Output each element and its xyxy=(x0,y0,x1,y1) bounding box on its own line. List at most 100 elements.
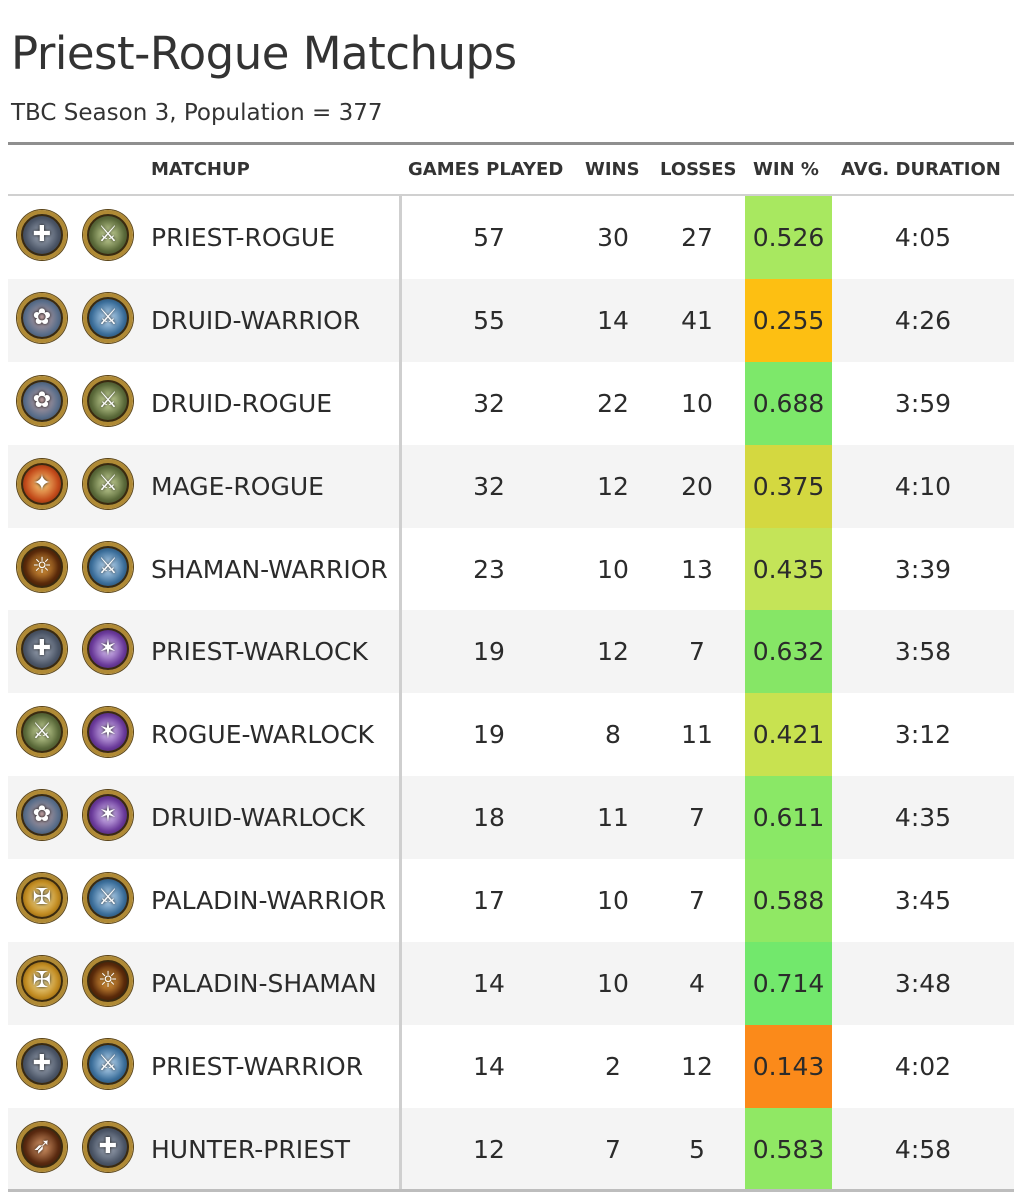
bottom-rule xyxy=(8,1189,1014,1192)
header-wins[interactable]: WINS xyxy=(585,159,640,180)
warrior-icon: ⚔ xyxy=(83,292,133,343)
win-pct-value: 0.421 xyxy=(745,693,832,777)
games-played-value: 12 xyxy=(473,1134,505,1164)
matchup-label: DRUID-WARLOCK xyxy=(151,803,365,833)
losses-value: 20 xyxy=(681,471,713,501)
games-played-value: 14 xyxy=(473,968,505,998)
header-rule xyxy=(8,194,1014,196)
shaman-icon: ☼ xyxy=(83,956,133,1007)
table-row[interactable]: ✿ ✶ DRUID-WARLOCK 18 11 7 0.611 4:35 xyxy=(8,776,1014,860)
druid-icon: ✿ xyxy=(17,790,67,841)
page-title: Priest-Rogue Matchups xyxy=(11,27,517,80)
table-row[interactable]: ✠ ☼ PALADIN-SHAMAN 14 10 4 0.714 3:48 xyxy=(8,942,1014,1025)
matchup-label: PRIEST-ROGUE xyxy=(151,222,335,252)
table-row[interactable]: ⚔ ✶ ROGUE-WARLOCK 19 8 11 0.421 3:12 xyxy=(8,693,1014,777)
header-avg-duration[interactable]: AVG. DURATION xyxy=(841,159,1001,180)
wins-value: 10 xyxy=(597,886,629,916)
losses-value: 7 xyxy=(689,637,705,667)
druid-icon: ✿ xyxy=(17,375,67,426)
table-row[interactable]: ✠ ⚔ PALADIN-WARRIOR 17 10 7 0.588 3:45 xyxy=(8,859,1014,943)
avg-duration-value: 3:39 xyxy=(894,554,952,584)
win-pct-value: 0.611 xyxy=(745,776,832,860)
wins-value: 22 xyxy=(597,388,629,418)
matchup-label: ROGUE-WARLOCK xyxy=(151,720,374,750)
matchup-label: MAGE-ROGUE xyxy=(151,471,324,501)
paladin-icon: ✠ xyxy=(17,873,67,924)
matchup-label: PALADIN-WARRIOR xyxy=(151,886,387,916)
header-win-pct[interactable]: WIN % xyxy=(753,159,819,180)
table-header: MATCHUP GAMES PLAYED WINS LOSSES WIN % A… xyxy=(8,145,1014,195)
table-row[interactable]: ✚ ⚔ PRIEST-ROGUE 57 30 27 0.526 4:05 xyxy=(8,196,1014,279)
losses-value: 41 xyxy=(681,305,713,335)
wins-value: 2 xyxy=(605,1051,621,1081)
table-row[interactable]: ✿ ⚔ DRUID-WARRIOR 55 14 41 0.255 4:26 xyxy=(8,278,1014,362)
warlock-icon: ✶ xyxy=(83,624,133,675)
warrior-icon: ⚔ xyxy=(83,1038,133,1089)
wins-value: 8 xyxy=(605,720,621,750)
table-row[interactable]: ✚ ⚔ PRIEST-WARRIOR 14 2 12 0.143 4:02 xyxy=(8,1024,1014,1108)
matchup-label: HUNTER-PRIEST xyxy=(151,1134,350,1164)
priest-icon: ✚ xyxy=(17,1038,67,1089)
avg-duration-value: 4:05 xyxy=(894,222,952,252)
games-played-value: 57 xyxy=(473,222,505,252)
header-matchup[interactable]: MATCHUP xyxy=(151,159,250,180)
win-pct-value: 0.632 xyxy=(745,610,832,694)
wins-value: 30 xyxy=(597,222,629,252)
table-row[interactable]: ✦ ⚔ MAGE-ROGUE 32 12 20 0.375 4:10 xyxy=(8,444,1014,528)
wins-value: 12 xyxy=(597,637,629,667)
header-losses[interactable]: LOSSES xyxy=(660,159,737,180)
losses-value: 5 xyxy=(689,1134,705,1164)
losses-value: 27 xyxy=(681,222,713,252)
losses-value: 7 xyxy=(689,803,705,833)
avg-duration-value: 3:59 xyxy=(894,388,952,418)
priest-icon: ✚ xyxy=(17,624,67,675)
games-played-value: 14 xyxy=(473,1051,505,1081)
rogue-icon: ⚔ xyxy=(83,210,133,260)
win-pct-value: 0.688 xyxy=(745,361,832,445)
priest-icon: ✚ xyxy=(83,1121,133,1172)
wins-value: 14 xyxy=(597,305,629,335)
avg-duration-value: 4:26 xyxy=(894,305,952,335)
warlock-icon: ✶ xyxy=(83,790,133,841)
games-played-value: 17 xyxy=(473,886,505,916)
losses-value: 10 xyxy=(681,388,713,418)
win-pct-value: 0.714 xyxy=(745,942,832,1025)
matchup-label: PALADIN-SHAMAN xyxy=(151,968,377,998)
rogue-icon: ⚔ xyxy=(83,458,133,509)
page-subtitle: TBC Season 3, Population = 377 xyxy=(11,100,383,126)
avg-duration-value: 4:10 xyxy=(894,471,952,501)
losses-value: 7 xyxy=(689,886,705,916)
avg-duration-value: 4:02 xyxy=(894,1051,952,1081)
games-played-value: 19 xyxy=(473,637,505,667)
hunter-icon: ➶ xyxy=(17,1121,67,1172)
wins-value: 7 xyxy=(605,1134,621,1164)
avg-duration-value: 4:35 xyxy=(894,803,952,833)
losses-value: 4 xyxy=(689,968,705,998)
wins-value: 10 xyxy=(597,554,629,584)
win-pct-value: 0.375 xyxy=(745,444,832,528)
wins-value: 12 xyxy=(597,471,629,501)
table-row[interactable]: ☼ ⚔ SHAMAN-WARRIOR 23 10 13 0.435 3:39 xyxy=(8,527,1014,611)
games-played-value: 18 xyxy=(473,803,505,833)
matchup-label: PRIEST-WARRIOR xyxy=(151,1051,364,1081)
avg-duration-value: 3:48 xyxy=(894,968,952,998)
header-games-played[interactable]: GAMES PLAYED xyxy=(408,159,564,180)
avg-duration-value: 3:12 xyxy=(894,720,952,750)
win-pct-value: 0.435 xyxy=(745,527,832,611)
druid-icon: ✿ xyxy=(17,292,67,343)
games-played-value: 32 xyxy=(473,471,505,501)
column-divider xyxy=(399,196,402,1189)
games-played-value: 19 xyxy=(473,720,505,750)
losses-value: 13 xyxy=(681,554,713,584)
warrior-icon: ⚔ xyxy=(83,541,133,592)
win-pct-value: 0.588 xyxy=(745,859,832,943)
paladin-icon: ✠ xyxy=(17,956,67,1007)
avg-duration-value: 3:58 xyxy=(894,637,952,667)
table-row[interactable]: ✚ ✶ PRIEST-WARLOCK 19 12 7 0.632 3:58 xyxy=(8,610,1014,694)
games-played-value: 55 xyxy=(473,305,505,335)
warrior-icon: ⚔ xyxy=(83,873,133,924)
mage-icon: ✦ xyxy=(17,458,67,509)
table-row[interactable]: ➶ ✚ HUNTER-PRIEST 12 7 5 0.583 4:58 xyxy=(8,1107,1014,1191)
table-row[interactable]: ✿ ⚔ DRUID-ROGUE 32 22 10 0.688 3:59 xyxy=(8,361,1014,445)
win-pct-value: 0.526 xyxy=(745,196,832,279)
